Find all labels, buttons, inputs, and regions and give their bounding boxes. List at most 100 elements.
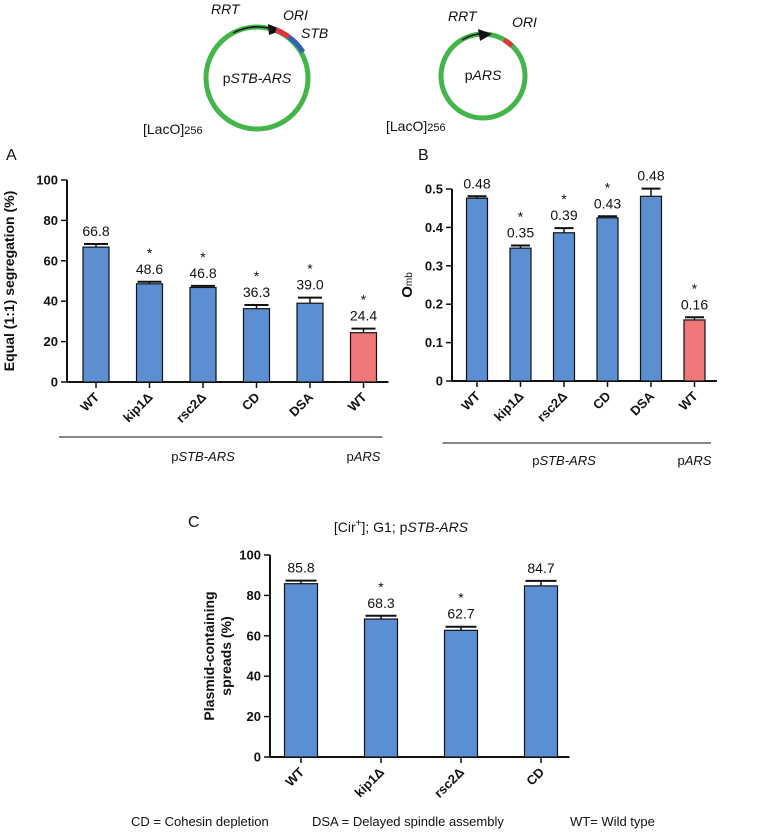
chart-c-y-tick-label: 80 [247,588,261,603]
chart-b-y-tick-label: 0.4 [425,220,444,235]
chart-a-y-tick-label: 60 [44,253,58,268]
rrt-label-right: RRT [448,8,478,24]
chart-a-category-label: DSA [286,389,316,419]
chart-b-y-tick-label: 0.5 [425,182,443,197]
chart-a-value-label: 36.3 [243,284,270,300]
chart-b-category-label: CD [590,389,614,413]
rrt-label-left: RRT [211,1,241,17]
ori-segment-left [275,27,291,40]
chart-b-category-label: rsc2Δ [534,389,570,425]
legend-wt: WT= Wild type [570,814,655,829]
chart-a-significance-star: * [361,292,367,308]
chart-c-value-label: 62.7 [447,606,474,622]
chart-c-significance-star: * [458,590,464,606]
chart-b-bar [509,247,532,382]
chart-a-category-label: kip1Δ [120,390,156,426]
chart-c-category-label: kip1Δ [352,765,388,801]
chart-a-group-label: pSTB-ARS [171,449,235,464]
chart-b-y-tick-label: 0 [436,374,443,389]
chart-b-bar [639,195,663,382]
chart-c-value-label: 85.8 [287,560,314,576]
chart-a-value-label: 66.8 [82,223,109,239]
chart-b-bar [683,319,706,382]
chart-a: 0 20 40 60 80 100 Equal (1:1) segregation (%) 6… [1,173,389,464]
chart-b-category-label: WT [458,388,483,413]
laco-label-right: [LacO]256 [386,118,446,134]
chart-a-significance-star: * [147,245,153,261]
chart-c-category-label: WT [282,764,307,789]
chart-b-category-label: WT [676,388,701,413]
chart-a-y-tick-label: 80 [44,213,58,228]
chart-b-bar [552,232,576,382]
chart-c-bar [283,583,319,758]
chart-c-value-label: 84.7 [527,560,554,576]
chart-c-category-label: CD [523,765,547,789]
plasmid-name-right: pARS [465,67,502,83]
ori-label-left: ORI [283,7,308,23]
chart-c-category-label: rsc2Δ [431,765,467,801]
chart-b-y-tick-label: 0.3 [425,258,443,273]
stb-segment-left [287,34,306,54]
chart-b-y-axis-label: Omb [399,272,416,298]
chart-a-y-tick-label: 20 [44,334,58,349]
ori-segment-right [502,37,514,48]
chart-b-y-tick-label: 0.1 [425,335,443,350]
chart-b-significance-star: * [605,179,611,195]
chart-b-value-label: 0.48 [463,175,490,191]
chart-a-significance-star: * [254,268,260,284]
chart-a-value-label: 48.6 [136,261,163,277]
legend-cd: CD = Cohesin depletion [131,814,269,829]
chart-c-y-tick-label: 60 [247,628,261,643]
chart-b-group-label: pSTB-ARS [532,453,596,468]
chart-a-value-label: 39.0 [296,277,323,293]
panel-letter-a: A [6,147,17,164]
chart-c-y-axis-label-line: spreads (%) [218,616,234,695]
chart-a-category-label: rsc2Δ [173,390,209,426]
rrt-arrow-left [268,24,283,35]
chart-c-y-tick-label: 20 [247,709,261,724]
chart-a-y-axis-label: Equal (1:1) segregation (%) [1,191,17,371]
chart-c-y-tick-label: 0 [254,750,261,765]
panel-letter-b: B [418,147,429,164]
chart-a-group-label: pARS [347,449,381,464]
laco-label-left: [LacO]256 [143,121,203,137]
chart-a-category-label: WT [77,389,102,414]
chart-a-y-tick-label: 100 [36,173,58,188]
chart-c-y-tick-label: 100 [239,548,261,563]
chart-b-y-tick-label: 0.2 [425,297,443,312]
legend-dsa: DSA = Delayed spindle assembly [312,814,504,829]
chart-b-bar [596,217,619,382]
chart-c-bar [443,629,479,758]
chart-b-group-label: pARS [678,453,712,468]
chart-a-value-label: 46.8 [189,265,216,281]
chart-a-category-label: CD [239,390,263,414]
chart-b-value-label: 0.16 [681,296,708,312]
chart-b-category-label: DSA [627,388,657,418]
stb-label-left: STB [301,25,328,41]
chart-b-value-label: 0.35 [507,224,534,240]
chart-b-significance-star: * [518,208,524,224]
chart-a-significance-star: * [200,249,206,265]
chart-b-significance-star: * [561,191,567,207]
chart-b-bar [465,197,489,382]
chart-b-category-label: kip1Δ [491,389,527,425]
chart-a-y-tick-label: 0 [51,375,58,390]
chart-b-value-label: 0.43 [594,195,621,211]
ori-label-right: ORI [512,14,537,30]
plasmid-name-left: pSTB-ARS [223,70,292,86]
chart-c-significance-star: * [378,579,384,595]
chart-b-value-label: 0.39 [550,207,577,223]
chart-a-category-label: WT [345,389,370,414]
plasmid-diagram-right: RRT ORI pARS [LacO]256 [386,8,537,134]
chart-a-bar [135,283,164,383]
chart-c-y-axis-label-line: Plasmid-containing [201,591,217,720]
chart-a-bar [242,308,271,383]
chart-c-title: [Cir+]; G1; pSTB-ARS [334,518,469,535]
chart-c-bar [523,585,559,758]
chart-b-significance-star: * [692,280,698,296]
chart-a-bar [349,332,378,383]
rrt-arrow-right [478,29,492,41]
chart-b-value-label: 0.48 [637,168,664,184]
chart-c: 0 20 40 60 80 100 Plasmid-containing spreads (%… [201,548,570,801]
